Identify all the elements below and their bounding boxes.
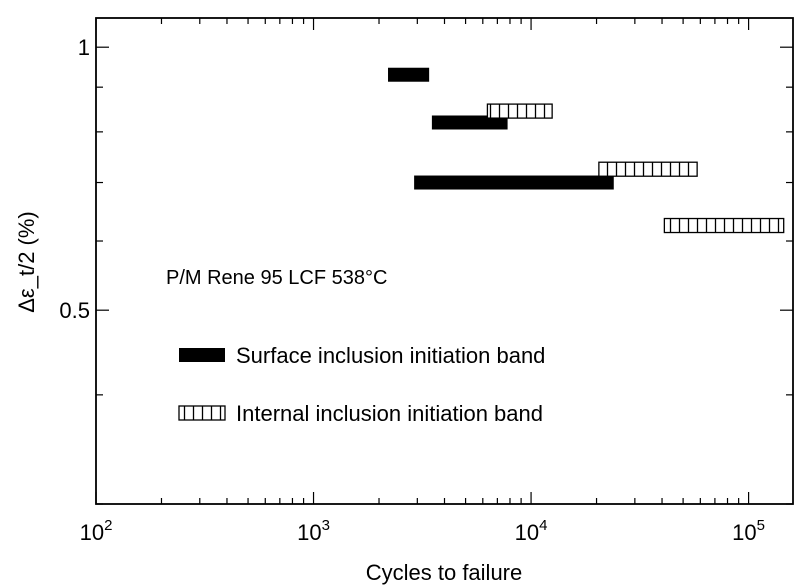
x-tick-label: 102 <box>80 517 113 545</box>
y-tick-label: 0.5 <box>59 298 90 323</box>
x-tick-label: 104 <box>515 517 548 545</box>
y-tick-label: 1 <box>78 35 90 60</box>
legend-label: Internal inclusion initiation band <box>236 401 543 426</box>
legend-internal-swatch <box>178 405 226 421</box>
legend-surface-swatch <box>179 348 225 362</box>
bands <box>388 67 785 234</box>
x-tick-label: 105 <box>732 517 765 545</box>
surface-band <box>388 67 430 82</box>
surface-band <box>431 115 508 130</box>
internal-band <box>598 161 698 177</box>
legend: Surface inclusion initiation band Interna… <box>178 343 545 426</box>
annotation-text: P/M Rene 95 LCF 538°C <box>166 267 387 289</box>
x-axis-label: Cycles to failure <box>366 560 523 585</box>
internal-band <box>486 103 553 119</box>
legend-label: Surface inclusion initiation band <box>236 343 545 368</box>
y-axis: 10.5 <box>59 35 793 505</box>
x-tick-label: 103 <box>297 517 330 545</box>
internal-band <box>663 217 785 234</box>
surface-band <box>414 175 614 190</box>
plot-frame <box>95 17 794 505</box>
y-axis-label: Δε_t/2 (%) <box>14 211 39 313</box>
x-axis: 102 103 104 105 <box>80 18 765 545</box>
